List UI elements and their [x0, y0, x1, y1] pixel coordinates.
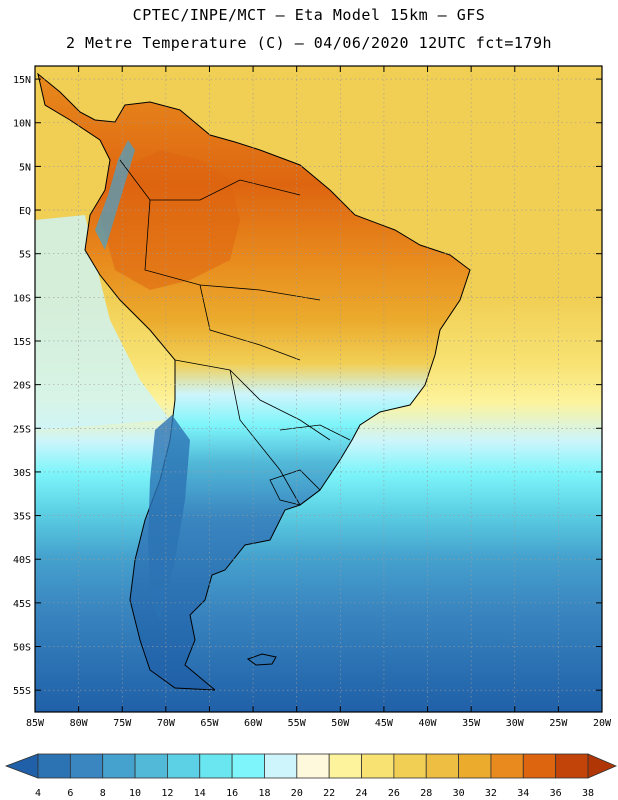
- lat-tick-label: 30S: [13, 468, 31, 479]
- lon-tick-label: 45W: [375, 718, 394, 729]
- country-borders: [119, 159, 351, 506]
- lon-tick-label: 80W: [70, 718, 89, 729]
- colorbar-label: 8: [100, 788, 106, 799]
- lon-tick-label: 85W: [26, 718, 45, 729]
- colorbar-label: 16: [226, 788, 238, 799]
- lon-tick-label: 20W: [593, 718, 612, 729]
- colorbar-label: 22: [323, 788, 335, 799]
- lon-tick-label: 60W: [244, 718, 263, 729]
- lon-tick-label: 35W: [462, 718, 481, 729]
- colorbar-swatch: [490, 753, 524, 779]
- colorbar-swatch: [361, 753, 395, 779]
- lat-tick-label: 15S: [13, 337, 31, 348]
- colorbar-label: 26: [388, 788, 400, 799]
- lon-tick-label: 70W: [157, 718, 176, 729]
- colorbar-swatch: [296, 753, 330, 779]
- colorbar-swatch: [102, 753, 136, 779]
- colorbar-label: 4: [35, 788, 41, 799]
- colorbar-swatch: [134, 753, 168, 779]
- latitude-labels: 15N 10N 5N EQ 5S 10S 15S 20S 25S 30S 35S 40S 45S 50S 5…: [13, 75, 31, 697]
- lat-tick-label: 40S: [13, 555, 31, 566]
- colorbar-label: 14: [194, 788, 206, 799]
- colorbar-swatch: [69, 753, 104, 779]
- lat-tick-label: 45S: [13, 599, 31, 610]
- colorbar-label: 34: [517, 788, 529, 799]
- colorbar-swatch: [555, 753, 589, 779]
- graticule: [34, 66, 603, 712]
- colorbar-swatch: [199, 753, 233, 779]
- falklands-island: [246, 653, 277, 666]
- colorbar-label: 30: [453, 788, 465, 799]
- colorbar-left-arrow: [4, 753, 39, 779]
- lat-tick-label: 55S: [13, 686, 31, 697]
- lon-tick-label: 55W: [288, 718, 307, 729]
- colorbar-label: 18: [258, 788, 270, 799]
- lat-tick-label: 35S: [13, 512, 31, 523]
- lat-tick-label: 50S: [13, 643, 31, 654]
- lon-tick-label: 65W: [200, 718, 219, 729]
- colorbar-label: 12: [161, 788, 173, 799]
- colorbar-label: 32: [485, 788, 497, 799]
- map-title-line1: CPTEC/INPE/MCT – Eta Model 15km – GFS: [132, 6, 486, 24]
- lat-tick-label: 25S: [13, 424, 31, 435]
- lat-tick-label: 15N: [13, 75, 31, 86]
- map-title-line2: 2 Metre Temperature (C) – 04/06/2020 12U…: [65, 34, 553, 52]
- colorbar-swatch: [393, 753, 427, 779]
- lon-tick-label: 75W: [113, 718, 132, 729]
- lat-tick-label: 5S: [19, 250, 31, 261]
- colorbar-label: 36: [550, 788, 562, 799]
- colorbar-label: 38: [582, 788, 594, 799]
- colorbar-swatch: [167, 753, 201, 779]
- andes-cold-ridge: [95, 140, 135, 250]
- colorbar-swatch: [425, 753, 459, 779]
- colorbar-swatch: [328, 753, 362, 779]
- colorbar-label: 10: [129, 788, 141, 799]
- colorbar-label: 24: [356, 788, 368, 799]
- pacific-cool-strip: [35, 215, 170, 430]
- southern-andes-cold: [148, 415, 190, 620]
- longitude-labels: 85W 80W 75W 70W 65W 60W 55W 50W 45W 40W 35W 30W 25W 2…: [26, 718, 612, 729]
- lon-tick-label: 50W: [331, 718, 350, 729]
- colorbar-swatch: [264, 753, 298, 779]
- lon-tick-label: 25W: [549, 718, 568, 729]
- axis-ticks: [34, 66, 603, 712]
- colorbar-right-arrow: [587, 753, 618, 779]
- map-frame: [34, 65, 603, 713]
- colorbar-label: 20: [291, 788, 303, 799]
- colorbar-swatch: [458, 753, 492, 779]
- colorbar: 4 6 8 10 12 14 16 18 20 22 24 26 28 30 32 34 36 38: [4, 753, 618, 799]
- lat-tick-label: 10N: [13, 119, 31, 130]
- colorbar-label: 28: [420, 788, 432, 799]
- lat-tick-label: 5N: [19, 162, 31, 173]
- lon-tick-label: 40W: [419, 718, 438, 729]
- lat-tick-label: 10S: [13, 293, 31, 304]
- colorbar-label: 6: [67, 788, 73, 799]
- colorbar-swatch: [522, 753, 557, 779]
- colorbar-swatch: [37, 753, 71, 779]
- colorbar-swatch: [231, 753, 265, 779]
- lat-tick-label: EQ: [19, 206, 31, 217]
- lat-tick-label: 20S: [13, 381, 31, 392]
- amazon-hot-zone: [100, 150, 240, 290]
- lon-tick-label: 30W: [506, 718, 525, 729]
